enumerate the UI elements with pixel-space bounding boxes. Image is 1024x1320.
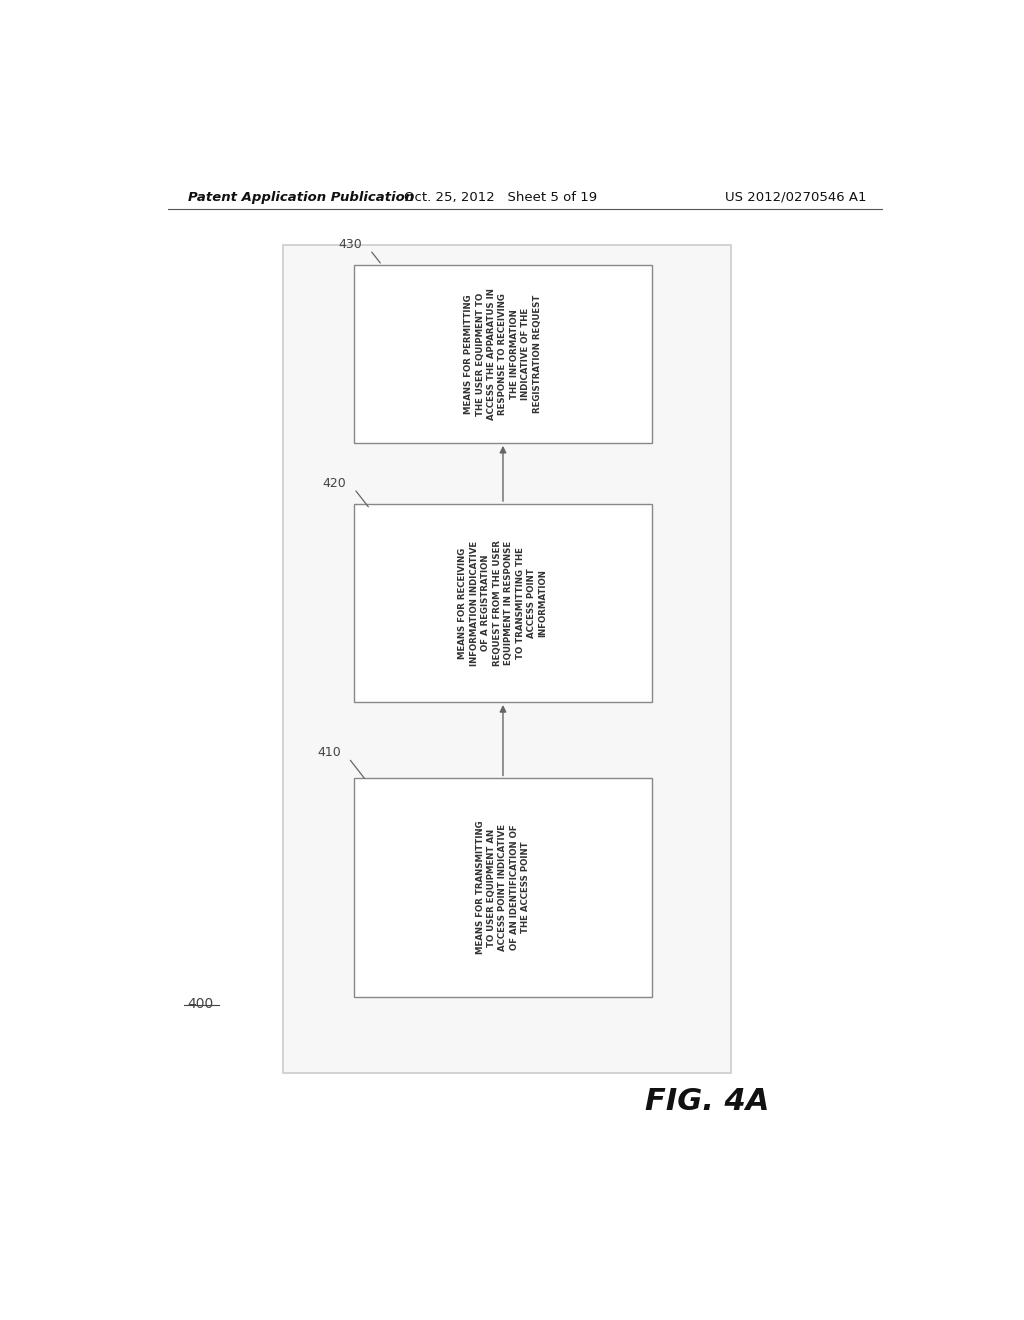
Text: US 2012/0270546 A1: US 2012/0270546 A1 [725, 190, 866, 203]
Text: MEANS FOR RECEIVING
INFORMATION INDICATIVE
OF A REGISTRATION
REQUEST FROM THE US: MEANS FOR RECEIVING INFORMATION INDICATI… [459, 540, 548, 667]
Bar [354, 504, 651, 702]
Text: 410: 410 [317, 747, 341, 759]
Text: MEANS FOR PERMITTING
THE USER EQUIPMENT TO
ACCESS THE APPARATUS IN
RESPONSE TO R: MEANS FOR PERMITTING THE USER EQUIPMENT … [464, 288, 542, 420]
Bar [354, 265, 651, 444]
Bar [354, 779, 651, 997]
Text: Oct. 25, 2012   Sheet 5 of 19: Oct. 25, 2012 Sheet 5 of 19 [404, 190, 598, 203]
Bar [283, 244, 731, 1073]
Text: 400: 400 [187, 997, 214, 1011]
Text: 430: 430 [338, 239, 362, 251]
Text: FIG. 4A: FIG. 4A [645, 1088, 769, 1117]
Text: MEANS FOR TRANSMITTING
TO USER EQUIPMENT AN
ACCESS POINT INDICATIVE
OF AN IDENTI: MEANS FOR TRANSMITTING TO USER EQUIPMENT… [475, 821, 530, 954]
Text: Patent Application Publication: Patent Application Publication [187, 190, 414, 203]
Text: 420: 420 [323, 477, 346, 490]
